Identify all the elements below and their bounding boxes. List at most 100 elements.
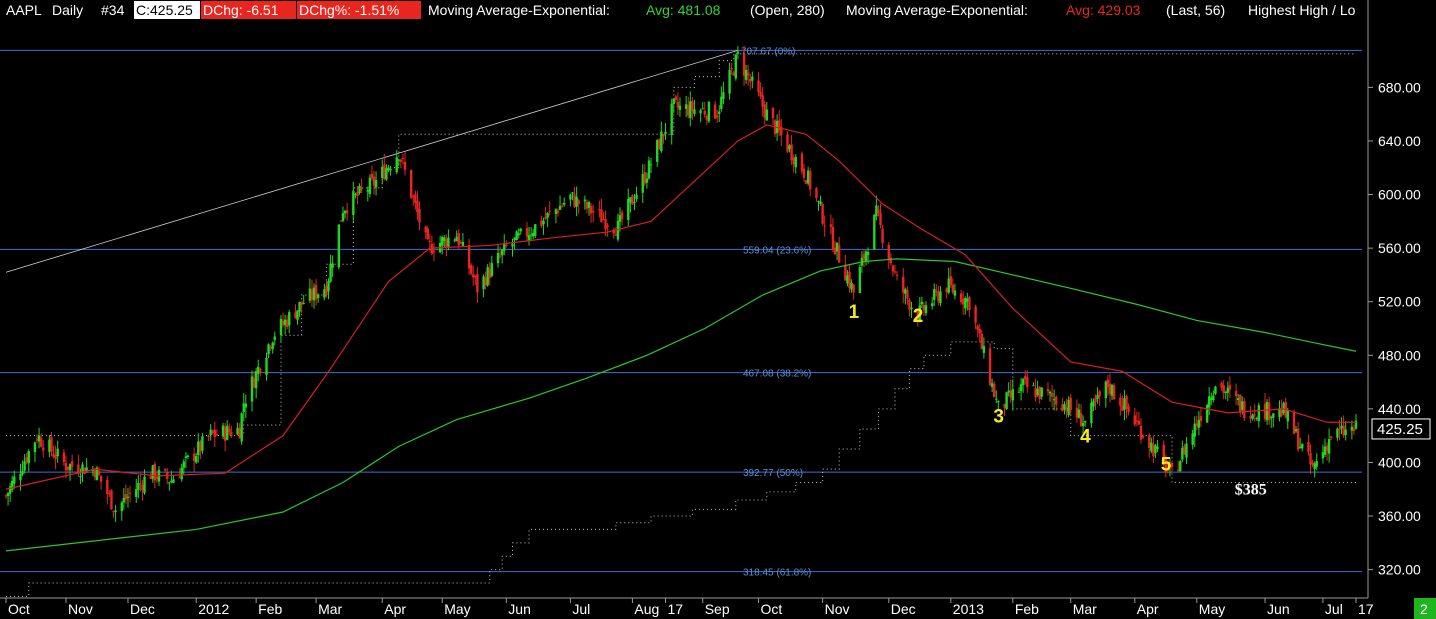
candle [209,423,212,441]
fibonacci-levels: 707.67 (0%) 559.04 (23.6%) 467.08 (38.2%) 3… [0,46,1362,579]
candle [730,62,733,75]
candle-body [312,287,316,301]
candle [858,264,862,294]
candle [1154,443,1157,458]
candle-body [426,228,429,240]
candle-body [600,209,603,223]
candle-body [786,134,789,152]
candle-body [707,101,711,122]
candle [1323,438,1327,457]
candle-body [331,263,334,268]
candle [11,475,14,493]
candle-body [546,212,549,218]
candle-body [844,264,847,281]
candle [387,165,390,173]
candle [1170,460,1174,473]
candle-body [1214,386,1217,394]
candle-body [472,274,475,278]
candle [1048,390,1052,402]
candle [207,434,210,442]
candle-body [1177,469,1180,472]
candle-body [27,450,30,464]
candle-body [643,172,647,184]
candle [236,422,239,436]
candle [804,179,808,185]
candle [515,230,518,241]
candle [27,449,30,472]
candle [1226,381,1230,402]
candle-body [744,69,748,80]
candle-body [168,482,171,484]
candle [939,286,942,307]
trendline[interactable] [5,49,738,273]
candle-body [151,465,154,479]
candle [1005,391,1008,410]
candle-body [525,227,529,237]
wave-label-3: 3 [993,406,1004,427]
candle-body [81,464,84,474]
candle-body [155,477,159,479]
candle [48,435,51,458]
candle-body [649,164,653,166]
candle [1286,407,1289,430]
candle [806,166,810,186]
candle-body [1048,391,1052,394]
candle [39,433,43,448]
candle-body [1278,408,1281,418]
candle [124,484,128,504]
candle-body [180,467,183,480]
candle [432,242,436,261]
candle [1081,415,1085,436]
candle [79,468,82,485]
candle [1278,400,1281,422]
candle [902,267,905,304]
candle [1239,394,1242,417]
candle [573,186,576,208]
candle [50,432,53,457]
candle-body [879,213,882,226]
candle-body [852,284,855,293]
candle-body [374,180,378,188]
candle [1038,386,1041,404]
candle [498,246,502,259]
candle [358,183,361,195]
x-tick-label: Jun [508,601,531,617]
candle [254,367,258,399]
candle-body [356,191,359,197]
candle-body [1249,416,1252,419]
candle-body [877,209,880,214]
candle [945,287,948,299]
candle-body [428,240,432,242]
wave-label-5: 5 [1161,454,1172,475]
candle-body [715,115,719,118]
candle [746,64,750,86]
candle-body [1294,429,1298,432]
candle-body [964,297,967,309]
candle [930,297,934,310]
candle [108,490,111,498]
candle [794,154,797,174]
annotations: 1 2 3 4 5 $385 [849,302,1267,499]
candle-body [194,456,198,463]
candle-body [924,305,928,314]
candle [531,228,535,240]
candle-body [385,168,388,180]
dchg-pct-box [297,1,421,19]
x-tick-label: 2013 [953,601,984,617]
candle [250,370,254,412]
candle [792,154,795,173]
candle-body [281,320,285,325]
candle [33,441,37,462]
candle [500,248,504,264]
candle [469,263,473,276]
candle [180,463,183,482]
candle [1313,461,1316,478]
candle-body [591,210,595,213]
candle-body [35,439,39,441]
candle [647,156,651,180]
candle [1106,374,1110,396]
ma2-avg: Avg: 429.03 [1066,2,1141,18]
candle-body [39,438,43,447]
candle-body [1125,395,1128,409]
